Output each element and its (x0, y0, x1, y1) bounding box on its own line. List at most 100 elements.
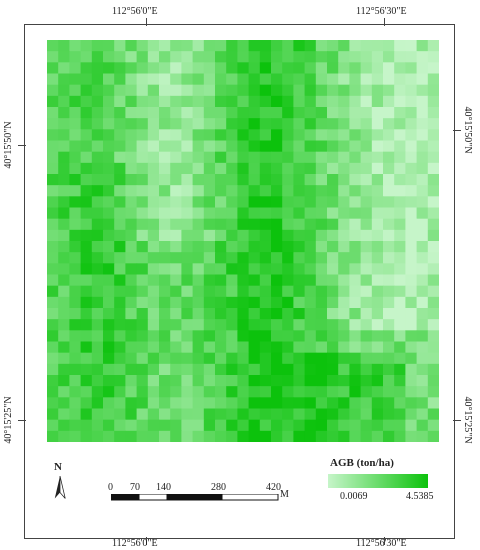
raster-cell (315, 107, 328, 119)
raster-cell (360, 330, 373, 343)
raster-cell (360, 263, 373, 276)
raster-cell (80, 151, 93, 164)
raster-cell (58, 162, 70, 175)
raster-cell (315, 140, 328, 153)
raster-cell (237, 40, 250, 52)
raster-cell (159, 196, 171, 209)
raster-cell (360, 296, 373, 309)
raster-cell (371, 84, 384, 97)
raster-cell (237, 319, 250, 331)
raster-cell (136, 84, 149, 97)
raster-cell (192, 185, 205, 197)
raster-cell (170, 408, 182, 421)
raster-cell (394, 196, 406, 209)
raster-cell (159, 419, 171, 432)
raster-cell (58, 252, 70, 264)
raster-cell (237, 107, 250, 119)
raster-cell (91, 352, 104, 365)
raster-cell (248, 129, 261, 142)
raster-cell (405, 151, 418, 164)
raster-cell (338, 218, 350, 231)
raster-cell (80, 207, 93, 220)
raster-cell (405, 174, 418, 186)
raster-cell (371, 352, 384, 365)
raster-cell (327, 151, 339, 164)
raster-cell (69, 241, 82, 253)
raster-cell (215, 330, 227, 343)
raster-cell (215, 185, 227, 197)
raster-cell (58, 430, 70, 442)
raster-cell (304, 62, 317, 75)
raster-cell (58, 330, 70, 343)
raster-cell (170, 40, 182, 52)
raster-cell (47, 408, 59, 421)
raster-cell (416, 352, 429, 365)
raster-cell (91, 40, 104, 52)
raster-cell (338, 84, 350, 97)
raster-cell (383, 375, 395, 387)
raster-cell (136, 252, 149, 264)
raster-cell (349, 107, 362, 119)
raster-cell (405, 51, 418, 63)
raster-cell (371, 241, 384, 253)
raster-cell (259, 352, 272, 365)
raster-cell (315, 430, 328, 442)
raster-cell (125, 386, 138, 398)
raster-cell (282, 118, 294, 130)
raster-cell (360, 252, 373, 264)
raster-cell (394, 62, 406, 75)
raster-cell (282, 263, 294, 276)
raster-cell (293, 419, 306, 432)
raster-cell (136, 419, 149, 432)
raster-cell (416, 118, 429, 130)
raster-cell (282, 308, 294, 320)
raster-cell (259, 296, 272, 309)
raster-cell (125, 196, 138, 209)
raster-cell (103, 151, 115, 164)
raster-cell (103, 296, 115, 309)
raster-cell (327, 84, 339, 97)
raster-cell (248, 263, 261, 276)
raster-cell (282, 40, 294, 52)
raster-cell (271, 330, 283, 343)
raster-cell (349, 207, 362, 220)
raster-cell (327, 408, 339, 421)
raster-cell (192, 430, 205, 442)
raster-cell (226, 319, 238, 331)
raster-cell (80, 397, 93, 410)
raster-cell (203, 95, 216, 108)
raster-cell (147, 285, 160, 298)
raster-cell (371, 107, 384, 119)
raster-cell (125, 241, 138, 253)
raster-cell (371, 285, 384, 298)
raster-cell (259, 263, 272, 276)
raster-cell (383, 252, 395, 264)
raster-cell (114, 386, 126, 398)
raster-cell (282, 73, 294, 86)
raster-cell (103, 341, 115, 354)
raster-cell (159, 229, 171, 242)
top-coord-label: 112°56'0"E (112, 6, 158, 17)
raster-cell (394, 408, 406, 421)
raster-cell (293, 218, 306, 231)
raster-cell (47, 140, 59, 153)
raster-cell (91, 386, 104, 398)
raster-cell (416, 51, 429, 63)
raster-cell (338, 274, 350, 287)
raster-cell (203, 118, 216, 130)
raster-cell (114, 375, 126, 387)
raster-cell (405, 62, 418, 75)
raster-cell (293, 62, 306, 75)
raster-cell (181, 95, 194, 108)
raster-cell (136, 51, 149, 63)
raster-cell (416, 285, 429, 298)
raster-cell (383, 62, 395, 75)
raster-cell (159, 397, 171, 410)
raster-cell (271, 419, 283, 432)
raster-cell (360, 274, 373, 287)
raster-cell (237, 118, 250, 130)
raster-cell (192, 386, 205, 398)
raster-cell (427, 319, 439, 331)
raster-cell (304, 196, 317, 209)
raster-cell (203, 84, 216, 97)
